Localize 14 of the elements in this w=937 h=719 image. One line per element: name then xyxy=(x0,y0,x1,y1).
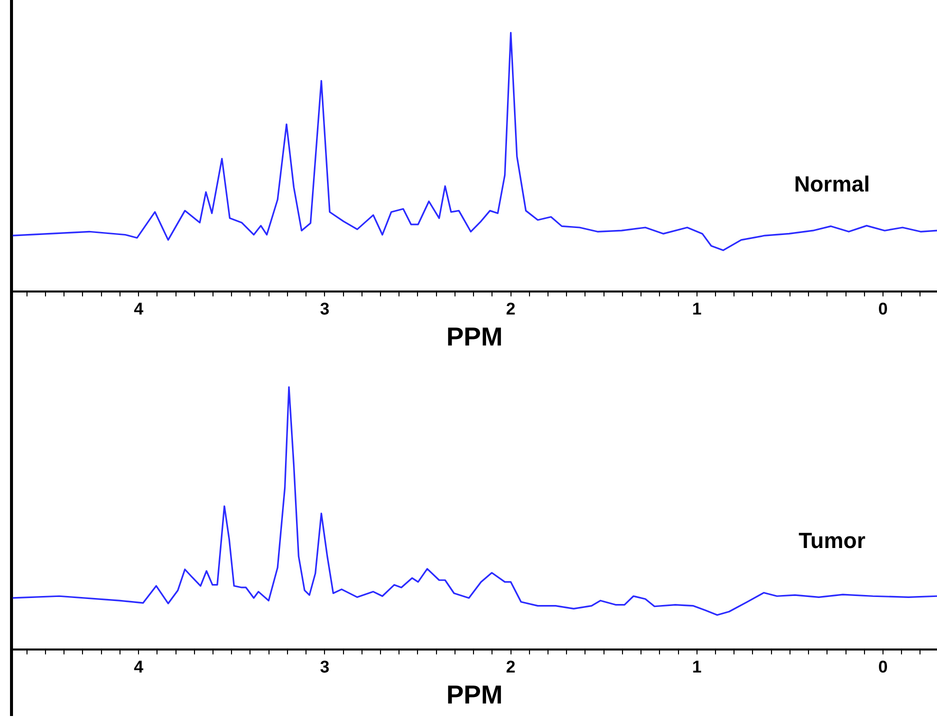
x-axis-title: PPM xyxy=(446,680,503,710)
x-axis-title: PPM xyxy=(446,322,503,352)
x-tick-label: 0 xyxy=(878,299,888,318)
x-tick-label: 4 xyxy=(134,299,144,318)
x-tick-label: 2 xyxy=(506,299,516,318)
x-tick-label: 2 xyxy=(506,657,516,676)
x-tick-label: 0 xyxy=(878,657,888,676)
x-tick-label: 3 xyxy=(320,657,330,676)
series-label: Tumor xyxy=(798,528,866,553)
x-tick-label: 4 xyxy=(134,657,144,676)
x-tick-label: 1 xyxy=(692,299,702,318)
x-tick-label: 1 xyxy=(692,657,702,676)
x-tick-label: 3 xyxy=(320,299,330,318)
series-label: Normal xyxy=(794,171,870,196)
